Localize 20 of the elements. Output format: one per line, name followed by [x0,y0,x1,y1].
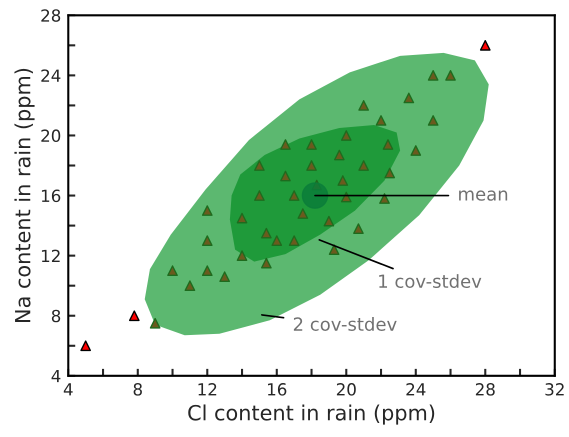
y-tick-label: 20 [41,129,60,142]
x-tick-label: 20 [336,383,356,396]
x-tick-label: 8 [134,383,142,396]
x-tick-label: 16 [268,383,286,396]
x-tick-label: 28 [476,383,495,396]
x-axis-title: Cl content in rain (ppm) [188,404,434,425]
x-tick-label: 32 [545,383,564,396]
annotation: 2 cov-stdev [294,316,397,331]
x-tick-label: 12 [198,383,216,396]
y-tick-label: 24 [41,69,60,82]
y-axis-title: Na content in rain (ppm) [14,68,35,322]
y-tick-label: 8 [52,310,60,322]
y-tick-label: 28 [41,9,60,22]
annotation: mean [459,190,508,201]
annotation: 1 cov-stdev [379,274,482,288]
x-tick-label: 4 [64,383,73,396]
y-tick-label: 16 [42,190,60,202]
y-tick-label: 12 [42,250,60,262]
x-tick-label: 24 [406,383,426,396]
y-tick-label: 4 [52,370,60,382]
